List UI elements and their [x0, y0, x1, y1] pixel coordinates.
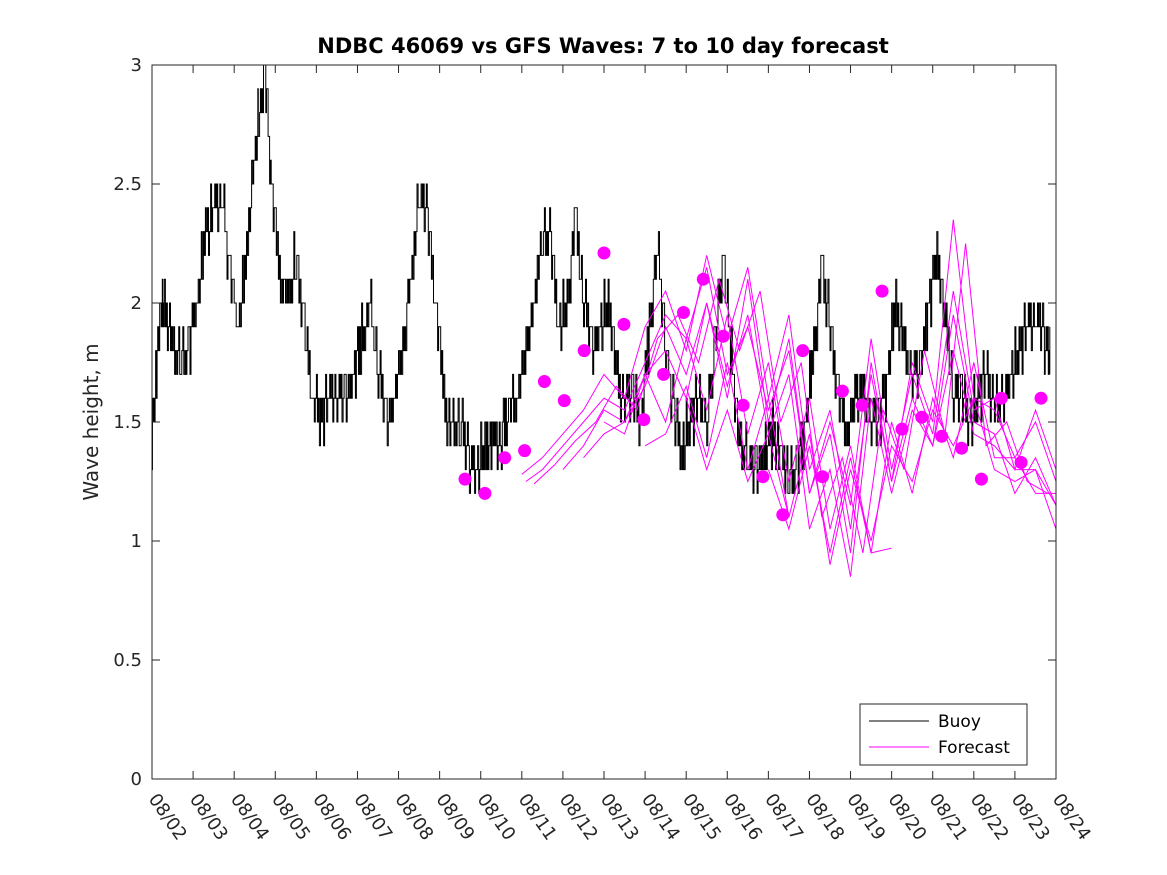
forecast-marker — [637, 413, 651, 427]
forecast-marker — [816, 470, 829, 484]
forecast-marker — [498, 451, 512, 465]
forecast-marker — [677, 306, 690, 319]
y-tick-label: 2 — [131, 293, 142, 314]
forecast-marker — [915, 410, 929, 424]
forecast-line — [767, 445, 892, 554]
forecast-marker — [557, 394, 571, 408]
forecast-marker — [935, 429, 949, 443]
forecast-marker — [1014, 456, 1028, 469]
forecast-marker — [994, 391, 1008, 405]
forecast-marker — [518, 444, 532, 458]
forecast-marker — [657, 367, 671, 381]
forecast-marker — [955, 441, 969, 455]
buoy-series — [152, 65, 1051, 494]
forecast-marker — [716, 329, 730, 343]
forecast-line — [644, 362, 1056, 565]
forecast-marker — [776, 508, 790, 522]
forecast-marker — [537, 375, 551, 388]
y-tick-label: 1.5 — [113, 412, 142, 433]
forecast-marker — [478, 486, 492, 500]
forecast-line — [525, 267, 1056, 506]
forecast-marker — [756, 470, 770, 484]
y-tick-label: 1 — [131, 531, 142, 552]
forecast-marker — [796, 344, 810, 358]
forecast-marker — [835, 384, 849, 398]
legend-buoy-label: Buoy — [938, 712, 981, 732]
y-tick-label: 0.5 — [113, 650, 142, 671]
y-tick-label: 0 — [131, 769, 142, 790]
forecast-marker — [617, 317, 631, 331]
forecast-line — [603, 314, 1056, 553]
forecast-marker — [875, 284, 889, 298]
plot-area — [152, 65, 1056, 577]
forecast-series — [521, 219, 1056, 577]
forecast-marker — [736, 398, 750, 412]
y-axis: 0 0.5 1 1.5 2 2.5 3 — [113, 55, 1056, 790]
y-tick-label: 2.5 — [113, 174, 142, 195]
legend-box — [859, 703, 1028, 766]
forecast-marker — [597, 246, 611, 260]
forecast-marker — [458, 472, 472, 486]
legend-forecast-label: Forecast — [938, 738, 1010, 758]
buoy-line — [152, 65, 1051, 494]
forecast-markers — [458, 246, 1048, 522]
y-axis-label: Wave height, m — [79, 343, 103, 500]
forecast-marker — [895, 422, 909, 436]
forecast-marker — [1034, 391, 1048, 405]
forecast-line — [685, 398, 790, 518]
y-tick-label: 3 — [131, 55, 142, 76]
forecast-line — [521, 219, 1056, 530]
forecast-marker — [577, 344, 591, 358]
forecast-marker — [974, 472, 988, 486]
forecast-marker — [696, 272, 710, 286]
legend: Buoy Forecast — [859, 703, 1028, 766]
forecast-marker — [855, 398, 869, 412]
chart-title: NDBC 46069 vs GFS Waves: 7 to 10 day for… — [317, 34, 888, 58]
